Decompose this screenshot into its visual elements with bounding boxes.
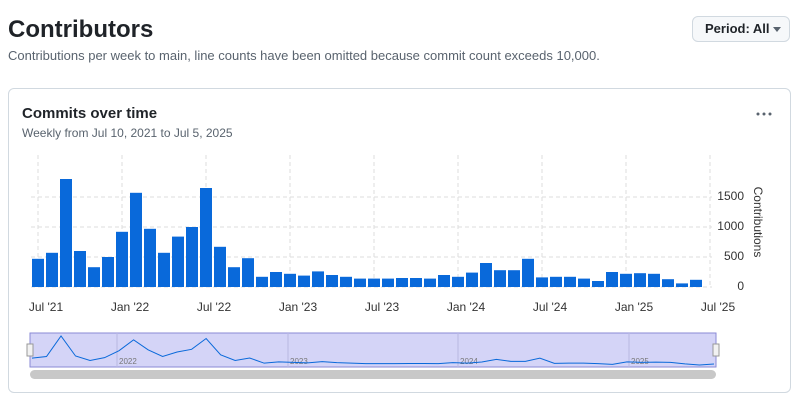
- navigator: [29, 332, 717, 368]
- bar: [690, 279, 702, 287]
- bar: [550, 276, 562, 287]
- navigator-handle: [712, 343, 720, 357]
- bar: [144, 228, 156, 287]
- bar: [536, 277, 548, 287]
- navigator-handle: [26, 343, 34, 357]
- bar: [438, 275, 450, 287]
- navigator-label: 2025: [631, 357, 649, 366]
- bar: [200, 188, 212, 287]
- bar: [284, 273, 296, 287]
- x-tick-label: Jul '23: [365, 300, 400, 314]
- chart-card: [8, 88, 791, 393]
- y-axis-label: Contributions: [751, 187, 765, 258]
- navigator-label: 2023: [290, 357, 308, 366]
- bar: [396, 278, 408, 287]
- bar: [480, 263, 492, 287]
- y-tick-label: 0: [737, 279, 744, 293]
- bar: [578, 278, 590, 287]
- bar: [186, 227, 198, 287]
- page-title: Contributors: [8, 16, 154, 43]
- bar: [382, 278, 394, 287]
- bar: [340, 276, 352, 287]
- y-tick-label: 1000: [717, 219, 744, 233]
- bar: [466, 272, 478, 287]
- bar: [242, 258, 254, 287]
- bar: [592, 281, 604, 287]
- x-tick-label: Jul '25: [701, 300, 736, 314]
- card-subtitle: Weekly from Jul 10, 2021 to Jul 5, 2025: [22, 126, 233, 140]
- x-tick-label: Jul '24: [533, 300, 568, 314]
- bar: [368, 278, 380, 287]
- bar: [130, 192, 142, 287]
- bar: [676, 283, 688, 287]
- x-tick-label: Jul '22: [197, 300, 232, 314]
- bar: [634, 273, 646, 287]
- bar: [410, 278, 422, 287]
- caret: [773, 27, 781, 32]
- bar: [256, 276, 268, 287]
- bar: [424, 278, 436, 287]
- bar: [214, 246, 226, 287]
- bar: [158, 252, 170, 287]
- x-tick-label: Jan '25: [615, 300, 654, 314]
- bar: [172, 236, 184, 287]
- y-tick-label: 500: [724, 249, 744, 263]
- period-button[interactable]: Period: All: [692, 16, 790, 42]
- bar: [452, 276, 464, 287]
- bar: [522, 258, 534, 287]
- card-title: Commits over time: [22, 105, 158, 122]
- bar: [662, 279, 674, 287]
- bar: [508, 270, 520, 287]
- x-tick-label: Jan '23: [279, 300, 318, 314]
- bar: [88, 267, 100, 287]
- scrollbar: [30, 370, 716, 379]
- bar: [606, 272, 618, 287]
- bar: [648, 273, 660, 287]
- bar: [312, 271, 324, 287]
- y-tick-label: 1500: [717, 189, 744, 203]
- bar: [32, 258, 44, 287]
- bar: [620, 273, 632, 287]
- x-tick-label: Jan '22: [111, 300, 150, 314]
- bar: [564, 276, 576, 287]
- bar: [74, 251, 86, 287]
- x-tick-label: Jan '24: [447, 300, 486, 314]
- bar: [354, 278, 366, 287]
- navigator-line: [31, 335, 715, 366]
- page-subtitle: Contributions per week to main, line cou…: [8, 48, 600, 63]
- bar: [228, 267, 240, 287]
- bar: [298, 275, 310, 287]
- navigator-label: 2024: [460, 357, 478, 366]
- bar: [270, 272, 282, 287]
- bar: [494, 270, 506, 287]
- bar: [116, 231, 128, 287]
- bar: [46, 252, 58, 287]
- bar: [60, 179, 72, 287]
- bar: [102, 257, 114, 287]
- x-tick-label: Jul '21: [29, 300, 64, 314]
- menu-dots[interactable]: [756, 112, 772, 116]
- navigator-label: 2022: [119, 357, 137, 366]
- bar: [326, 275, 338, 287]
- period-label: Period: All: [705, 21, 770, 36]
